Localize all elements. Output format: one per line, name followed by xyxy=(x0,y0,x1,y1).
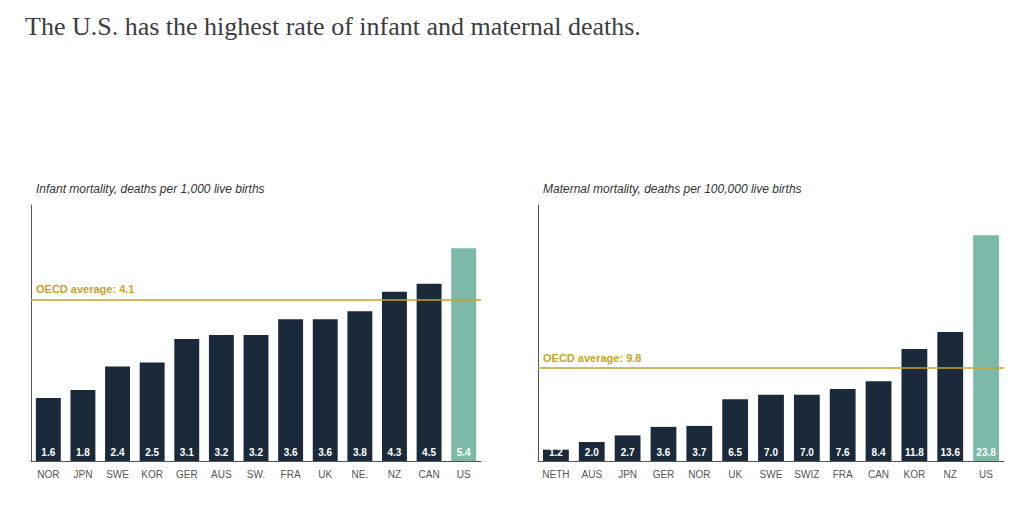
svg-text:2.0: 2.0 xyxy=(585,447,599,458)
svg-text:NOR: NOR xyxy=(37,469,59,480)
svg-text:The U.S. has the highest rate: The U.S. has the highest rate of infant … xyxy=(25,12,641,41)
svg-text:11.8: 11.8 xyxy=(905,447,924,458)
svg-text:7.0: 7.0 xyxy=(764,447,778,458)
svg-text:3.6: 3.6 xyxy=(657,447,671,458)
svg-text:US: US xyxy=(979,469,993,480)
svg-text:OECD average: 4.1: OECD average: 4.1 xyxy=(36,283,134,295)
svg-text:3.6: 3.6 xyxy=(318,447,332,458)
svg-text:NE.: NE. xyxy=(352,469,369,480)
svg-text:UK: UK xyxy=(318,469,332,480)
svg-text:1.6: 1.6 xyxy=(41,447,55,458)
svg-text:2.5: 2.5 xyxy=(145,447,159,458)
svg-text:GER: GER xyxy=(176,469,198,480)
svg-text:Infant mortality, deaths per 1: Infant mortality, deaths per 1,000 live … xyxy=(36,182,265,196)
svg-text:KOR: KOR xyxy=(904,469,926,480)
svg-text:CAN: CAN xyxy=(419,469,440,480)
svg-text:NZ: NZ xyxy=(944,469,957,480)
svg-text:5.4: 5.4 xyxy=(457,447,471,458)
svg-text:NOR: NOR xyxy=(688,469,710,480)
svg-text:3.6: 3.6 xyxy=(284,447,298,458)
svg-text:2.4: 2.4 xyxy=(111,447,125,458)
svg-text:JPN: JPN xyxy=(73,469,92,480)
svg-text:1.8: 1.8 xyxy=(76,447,90,458)
svg-text:SWE: SWE xyxy=(106,469,129,480)
svg-text:AUS: AUS xyxy=(211,469,232,480)
svg-text:1.2: 1.2 xyxy=(549,447,563,458)
svg-text:GER: GER xyxy=(653,469,675,480)
svg-text:SWIZ: SWIZ xyxy=(794,469,819,480)
svg-text:CAN: CAN xyxy=(868,469,889,480)
svg-text:3.2: 3.2 xyxy=(249,447,263,458)
svg-text:KOR: KOR xyxy=(141,469,163,480)
svg-text:3.1: 3.1 xyxy=(180,447,194,458)
svg-text:OECD average: 9.8: OECD average: 9.8 xyxy=(543,352,641,364)
svg-text:3.7: 3.7 xyxy=(692,447,706,458)
svg-text:4.5: 4.5 xyxy=(422,447,436,458)
svg-text:6.5: 6.5 xyxy=(728,447,742,458)
svg-text:NZ: NZ xyxy=(388,469,401,480)
svg-text:3.2: 3.2 xyxy=(214,447,228,458)
svg-text:UK: UK xyxy=(728,469,742,480)
svg-text:4.3: 4.3 xyxy=(388,447,402,458)
svg-text:8.4: 8.4 xyxy=(872,447,886,458)
svg-text:7.0: 7.0 xyxy=(800,447,814,458)
svg-text:SWE: SWE xyxy=(760,469,783,480)
svg-text:Maternal mortality, deaths per: Maternal mortality, deaths per 100,000 l… xyxy=(543,182,802,196)
svg-text:US: US xyxy=(457,469,471,480)
svg-text:7.6: 7.6 xyxy=(836,447,850,458)
svg-text:SW.: SW. xyxy=(247,469,265,480)
svg-text:13.6: 13.6 xyxy=(940,447,960,458)
svg-text:23.8: 23.8 xyxy=(976,447,996,458)
svg-text:NETH: NETH xyxy=(542,469,569,480)
svg-text:FRA: FRA xyxy=(281,469,301,480)
svg-text:2.7: 2.7 xyxy=(621,447,635,458)
svg-text:JPN: JPN xyxy=(618,469,637,480)
svg-text:AUS: AUS xyxy=(581,469,602,480)
svg-text:3.8: 3.8 xyxy=(353,447,367,458)
svg-text:FRA: FRA xyxy=(833,469,853,480)
